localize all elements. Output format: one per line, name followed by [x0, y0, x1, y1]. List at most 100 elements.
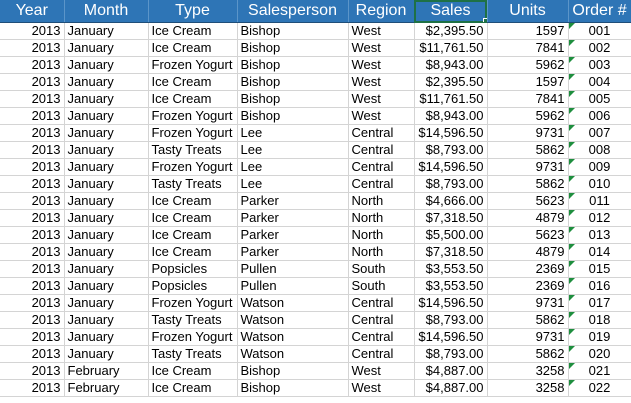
table-row[interactable]: 2013 January Popsicles Pullen South $3,553.50… — [0, 260, 631, 278]
type-cell[interactable]: Ice Cream — [148, 243, 238, 261]
units-cell[interactable]: 7841 — [487, 90, 569, 108]
region-cell[interactable]: Central — [348, 311, 415, 329]
order-number-cell[interactable]: 003 — [568, 56, 631, 74]
header-salesperson[interactable]: Salesperson — [237, 0, 349, 23]
units-cell[interactable]: 2369 — [487, 260, 569, 278]
order-number-cell[interactable]: 018 — [568, 311, 631, 329]
region-cell[interactable]: West — [348, 107, 415, 125]
salesperson-cell[interactable]: Watson — [237, 328, 349, 346]
units-cell[interactable]: 5862 — [487, 311, 569, 329]
salesperson-cell[interactable]: Bishop — [237, 56, 349, 74]
year-cell[interactable]: 2013 — [0, 22, 65, 40]
units-cell[interactable]: 3258 — [487, 362, 569, 380]
order-number-cell[interactable]: 002 — [568, 39, 631, 57]
sales-cell[interactable]: $4,666.00 — [414, 192, 488, 210]
table-row[interactable]: 2013 January Frozen Yogurt Bishop West $8,943… — [0, 56, 631, 74]
units-cell[interactable]: 1597 — [487, 73, 569, 91]
order-number-cell[interactable]: 008 — [568, 141, 631, 159]
sales-cell[interactable]: $11,761.50 — [414, 39, 488, 57]
region-cell[interactable]: Central — [348, 175, 415, 193]
region-cell[interactable]: South — [348, 277, 415, 295]
order-number-cell[interactable]: 012 — [568, 209, 631, 227]
order-number-cell[interactable]: 020 — [568, 345, 631, 363]
type-cell[interactable]: Ice Cream — [148, 39, 238, 57]
salesperson-cell[interactable]: Parker — [237, 226, 349, 244]
region-cell[interactable]: North — [348, 243, 415, 261]
year-cell[interactable]: 2013 — [0, 192, 65, 210]
order-number-cell[interactable]: 013 — [568, 226, 631, 244]
sales-cell[interactable]: $14,596.50 — [414, 124, 488, 142]
month-cell[interactable]: January — [64, 107, 149, 125]
year-cell[interactable]: 2013 — [0, 158, 65, 176]
month-cell[interactable]: January — [64, 260, 149, 278]
table-row[interactable]: 2013 January Frozen Yogurt Watson Central $14… — [0, 294, 631, 312]
order-number-cell[interactable]: 004 — [568, 73, 631, 91]
region-cell[interactable]: West — [348, 90, 415, 108]
type-cell[interactable]: Tasty Treats — [148, 345, 238, 363]
salesperson-cell[interactable]: Lee — [237, 158, 349, 176]
sales-cell[interactable]: $2,395.50 — [414, 73, 488, 91]
order-number-cell[interactable]: 005 — [568, 90, 631, 108]
year-cell[interactable]: 2013 — [0, 175, 65, 193]
type-cell[interactable]: Ice Cream — [148, 362, 238, 380]
type-cell[interactable]: Popsicles — [148, 277, 238, 295]
table-row[interactable]: 2013 January Ice Cream Bishop West $2,395.50 1… — [0, 73, 631, 91]
table-row[interactable]: 2013 January Ice Cream Parker North $7,318.50… — [0, 209, 631, 227]
header-units[interactable]: Units — [487, 0, 569, 23]
region-cell[interactable]: Central — [348, 141, 415, 159]
year-cell[interactable]: 2013 — [0, 328, 65, 346]
table-row[interactable]: 2013 January Ice Cream Parker North $5,500.00… — [0, 226, 631, 244]
order-number-cell[interactable]: 006 — [568, 107, 631, 125]
order-number-cell[interactable]: 019 — [568, 328, 631, 346]
type-cell[interactable]: Ice Cream — [148, 226, 238, 244]
sales-cell[interactable]: $4,887.00 — [414, 379, 488, 397]
month-cell[interactable]: January — [64, 192, 149, 210]
year-cell[interactable]: 2013 — [0, 243, 65, 261]
salesperson-cell[interactable]: Watson — [237, 345, 349, 363]
table-row[interactable]: 2013 January Frozen Yogurt Bishop West $8,943… — [0, 107, 631, 125]
units-cell[interactable]: 5862 — [487, 175, 569, 193]
month-cell[interactable]: January — [64, 73, 149, 91]
table-row[interactable]: 2013 January Ice Cream Parker North $4,666.00… — [0, 192, 631, 210]
sales-cell[interactable]: $8,793.00 — [414, 345, 488, 363]
table-row[interactable]: 2013 January Tasty Treats Watson Central $8,7… — [0, 345, 631, 363]
order-number-cell[interactable]: 010 — [568, 175, 631, 193]
header-month[interactable]: Month — [64, 0, 149, 23]
year-cell[interactable]: 2013 — [0, 311, 65, 329]
units-cell[interactable]: 4879 — [487, 209, 569, 227]
year-cell[interactable]: 2013 — [0, 141, 65, 159]
salesperson-cell[interactable]: Lee — [237, 175, 349, 193]
salesperson-cell[interactable]: Parker — [237, 192, 349, 210]
month-cell[interactable]: January — [64, 124, 149, 142]
type-cell[interactable]: Tasty Treats — [148, 311, 238, 329]
sales-cell[interactable]: $14,596.50 — [414, 328, 488, 346]
type-cell[interactable]: Ice Cream — [148, 22, 238, 40]
type-cell[interactable]: Frozen Yogurt — [148, 124, 238, 142]
month-cell[interactable]: January — [64, 294, 149, 312]
table-row[interactable]: 2013 January Tasty Treats Lee Central $8,793.… — [0, 175, 631, 193]
month-cell[interactable]: January — [64, 158, 149, 176]
sales-cell[interactable]: $8,793.00 — [414, 175, 488, 193]
region-cell[interactable]: West — [348, 22, 415, 40]
year-cell[interactable]: 2013 — [0, 90, 65, 108]
month-cell[interactable]: January — [64, 90, 149, 108]
salesperson-cell[interactable]: Bishop — [237, 362, 349, 380]
year-cell[interactable]: 2013 — [0, 226, 65, 244]
month-cell[interactable]: February — [64, 379, 149, 397]
sales-cell[interactable]: $7,318.50 — [414, 209, 488, 227]
region-cell[interactable]: Central — [348, 124, 415, 142]
year-cell[interactable]: 2013 — [0, 107, 65, 125]
year-cell[interactable]: 2013 — [0, 260, 65, 278]
month-cell[interactable]: January — [64, 39, 149, 57]
header-sales-selected-cell[interactable]: Sales — [414, 0, 488, 23]
table-row[interactable]: 2013 January Frozen Yogurt Lee Central $14,59… — [0, 124, 631, 142]
sales-cell[interactable]: $8,943.00 — [414, 107, 488, 125]
units-cell[interactable]: 9731 — [487, 158, 569, 176]
units-cell[interactable]: 5862 — [487, 345, 569, 363]
table-row[interactable]: 2013 January Ice Cream Bishop West $11,761.50… — [0, 39, 631, 57]
salesperson-cell[interactable]: Pullen — [237, 260, 349, 278]
year-cell[interactable]: 2013 — [0, 56, 65, 74]
year-cell[interactable]: 2013 — [0, 209, 65, 227]
table-row[interactable]: 2013 January Ice Cream Bishop West $2,395.50 1… — [0, 22, 631, 40]
month-cell[interactable]: January — [64, 175, 149, 193]
